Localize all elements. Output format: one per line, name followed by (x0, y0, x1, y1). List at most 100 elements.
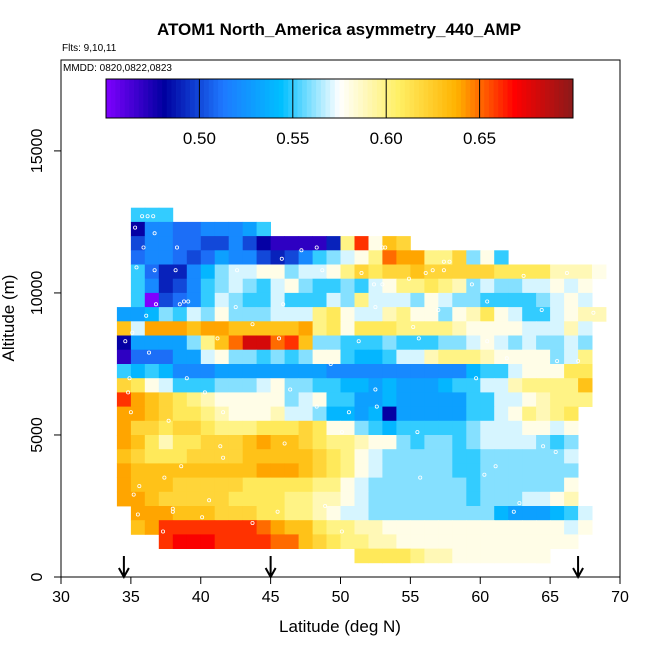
heatmap-cell (550, 292, 565, 308)
heatmap-cell (186, 520, 202, 535)
heatmap-cell (536, 321, 551, 336)
heatmap-cell (368, 378, 383, 393)
heatmap-cell (326, 378, 341, 393)
heatmap-cell (550, 435, 565, 450)
heatmap-cell (256, 506, 271, 521)
heatmap-cell (340, 463, 355, 478)
heatmap-cell (396, 349, 411, 365)
heatmap-cell (578, 292, 593, 308)
heatmap-cell (214, 321, 230, 336)
heatmap-cell (326, 321, 341, 336)
sample-point (250, 521, 255, 526)
heatmap-cell (116, 378, 132, 393)
heatmap-cell (312, 506, 327, 521)
heatmap-cell (466, 392, 481, 407)
heatmap-cell (452, 548, 467, 564)
heatmap-cell (410, 307, 425, 322)
heatmap-cell (438, 506, 453, 521)
heatmap-cell (368, 435, 383, 450)
heatmap-cell (424, 307, 439, 322)
heatmap-cell (354, 463, 369, 478)
heatmap-cell (340, 335, 355, 351)
heatmap-cell (242, 236, 258, 251)
sample-point (134, 265, 139, 270)
heatmap-cell (480, 392, 495, 407)
heatmap-cell (200, 364, 216, 379)
sample-point (346, 410, 351, 415)
heatmap-cell (200, 221, 216, 237)
colorbar-swatch (386, 79, 392, 118)
sample-point (469, 282, 474, 287)
heatmap-cell (368, 406, 383, 422)
heatmap-cell (382, 364, 397, 379)
heatmap-cell (424, 463, 439, 478)
heatmap-cell (228, 491, 244, 507)
heatmap-cell (368, 548, 383, 564)
heatmap-cell (186, 534, 202, 549)
sample-point (141, 245, 146, 250)
heatmap-cell (578, 506, 593, 521)
heatmap-cell (564, 378, 579, 393)
colorbar-swatch (241, 79, 247, 118)
heatmap-cell (522, 321, 537, 336)
heatmap-cell (354, 236, 369, 251)
sample-point (126, 390, 131, 395)
sample-point (539, 307, 544, 312)
colorbar-swatch (152, 79, 158, 118)
heatmap-cell (480, 264, 495, 280)
sample-point (145, 214, 150, 219)
sample-point (233, 305, 238, 310)
heatmap-cell (144, 378, 160, 393)
sample-point (179, 464, 184, 469)
sample-point (181, 299, 186, 304)
heatmap-cell (438, 307, 453, 322)
heatmap-cell (368, 520, 383, 535)
colorbar-swatch (432, 79, 438, 118)
heatmap-cell (270, 406, 285, 422)
colorbar-swatch (134, 79, 140, 118)
heatmap-cell (564, 307, 579, 322)
heatmap-cell (508, 392, 523, 407)
heatmap-cell (284, 520, 299, 535)
heatmap-cell (354, 250, 369, 265)
heatmap-cell (172, 378, 188, 393)
heatmap-cell (214, 292, 230, 308)
sample-point (299, 248, 304, 253)
heatmap-cell (536, 520, 551, 535)
heatmap-cells (116, 207, 607, 564)
sample-point (356, 339, 361, 344)
heatmap-cell (256, 520, 271, 535)
colorbar-swatch (185, 79, 191, 118)
heatmap-cell (536, 264, 551, 280)
heatmap-cell (256, 335, 271, 351)
heatmap-cell (536, 392, 551, 407)
heatmap-cell (564, 278, 579, 294)
heatmap-cell (228, 278, 244, 294)
heatmap-cell (284, 364, 299, 379)
colorbar-swatch (204, 79, 210, 118)
heatmap-cell (354, 406, 369, 422)
sample-point (140, 214, 145, 219)
heatmap-cell (424, 491, 439, 507)
heatmap-cell (284, 449, 299, 464)
heatmap-cell (200, 406, 216, 422)
x-tick-label: 35 (122, 589, 140, 606)
heatmap-cell (144, 278, 160, 294)
heatmap-cell (284, 435, 299, 450)
heatmap-cell (228, 435, 244, 450)
heatmap-cell (158, 420, 174, 436)
heatmap-cell (158, 278, 174, 294)
heatmap-cell (200, 292, 216, 308)
heatmap-cell (382, 449, 397, 464)
colorbar-swatch (232, 79, 238, 118)
heatmap-cell (354, 292, 369, 308)
heatmap-cell (536, 406, 551, 422)
heatmap-cell (214, 221, 230, 237)
heatmap-cell (298, 321, 313, 336)
heatmap-cell (494, 292, 509, 308)
heatmap-cell (480, 321, 495, 336)
heatmap-cell (480, 548, 495, 564)
heatmap-cell (270, 278, 285, 294)
heatmap-cell (242, 250, 258, 265)
heatmap-cell (424, 435, 439, 450)
